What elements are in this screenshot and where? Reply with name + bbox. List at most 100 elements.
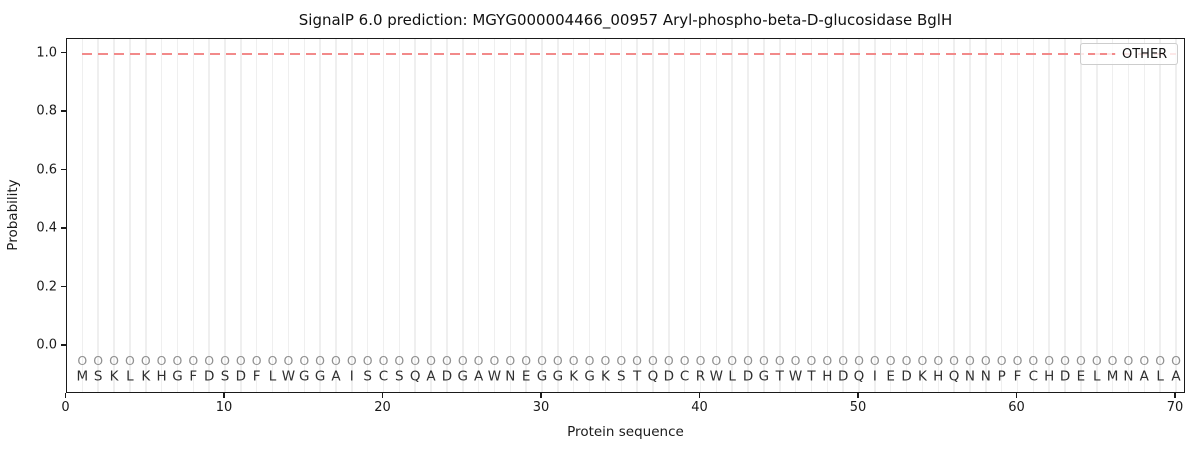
residue-letter: N — [980, 367, 991, 384]
residue-gridline — [810, 39, 813, 392]
y-tick-label: 0.0 — [36, 337, 57, 353]
residue-letter: G — [299, 367, 310, 384]
residue-letter: Q — [647, 367, 659, 384]
residue-gridline — [493, 39, 496, 392]
residue-gridline — [905, 39, 908, 392]
residue-region-marker: O — [1044, 352, 1055, 368]
residue-gridline — [889, 39, 892, 392]
residue-region-marker: O — [315, 352, 326, 368]
x-tick-mark — [698, 393, 701, 398]
residue-region-marker: O — [410, 352, 421, 368]
residue-gridline — [303, 39, 305, 392]
residue-letter: P — [997, 367, 1006, 384]
residue-region-marker: O — [489, 352, 500, 368]
residue-gridline — [351, 39, 353, 392]
residue-letter: D — [901, 367, 912, 384]
residue-gridline — [636, 39, 638, 392]
residue-region-marker: O — [1123, 352, 1134, 368]
y-tick-mark — [61, 110, 66, 112]
residue-gridline — [382, 39, 385, 392]
residue-gridline — [747, 39, 749, 392]
residue-region-marker: O — [378, 352, 389, 368]
residue-letter: W — [788, 367, 803, 384]
residue-letter: S — [616, 367, 626, 384]
residue-gridline — [652, 39, 654, 392]
residue-gridline — [874, 39, 876, 392]
residue-region-marker: O — [109, 352, 119, 368]
residue-gridline — [81, 39, 84, 392]
residue-gridline — [1127, 39, 1130, 392]
residue-gridline — [794, 39, 797, 392]
residue-gridline — [1143, 39, 1146, 392]
x-tick-mark — [857, 393, 859, 398]
residue-letter: A — [1171, 367, 1181, 384]
x-tick-label: 20 — [374, 400, 391, 415]
residue-region-marker: O — [1091, 352, 1102, 368]
residue-letter: L — [1092, 367, 1101, 384]
residue-region-marker: O — [267, 352, 278, 368]
x-tick-mark — [381, 393, 384, 398]
residue-region-marker: O — [156, 352, 167, 368]
residue-region-marker: O — [616, 352, 627, 368]
residue-region-marker: O — [568, 352, 579, 368]
residue-letter: T — [775, 367, 784, 384]
residue-gridline — [319, 39, 321, 392]
residue-letter: W — [709, 367, 724, 384]
other-probability-line — [82, 52, 1176, 55]
residue-gridline — [557, 39, 559, 392]
residue-letter: D — [742, 367, 754, 384]
y-tick-mark — [61, 51, 66, 54]
residue-gridline — [1048, 39, 1050, 392]
residue-region-marker: O — [441, 352, 452, 368]
residue-letter: H — [933, 367, 944, 384]
residue-region-marker: O — [362, 352, 373, 368]
x-tick-label: 10 — [215, 400, 233, 415]
residue-region-marker: O — [663, 352, 674, 368]
residue-gridline — [287, 39, 290, 392]
residue-gridline — [113, 39, 115, 392]
residue-letter: M — [1106, 367, 1119, 384]
x-tick-label: 30 — [532, 400, 550, 415]
residue-letter: Q — [948, 367, 960, 384]
residue-region-marker: O — [204, 352, 215, 368]
residue-letter: G — [457, 367, 468, 384]
residue-region-marker: O — [901, 352, 912, 368]
residue-letter: S — [363, 367, 372, 384]
x-tick-label: 60 — [1008, 400, 1025, 415]
residue-region-marker: O — [980, 352, 991, 368]
residue-letter: G — [758, 367, 770, 384]
residue-region-marker: O — [537, 352, 547, 368]
residue-letter: W — [487, 367, 502, 384]
residue-gridline — [826, 39, 829, 392]
residue-region-marker: O — [1139, 352, 1150, 368]
residue-region-marker: O — [774, 352, 785, 368]
residue-gridline — [240, 39, 242, 392]
x-tick-label: 70 — [1166, 400, 1184, 415]
residue-region-marker: O — [600, 352, 611, 368]
x-tick-mark — [223, 393, 225, 398]
residue-letter: E — [886, 367, 895, 384]
residue-letter: K — [569, 367, 579, 384]
residue-gridline — [1032, 39, 1035, 392]
y-tick-mark — [61, 344, 66, 346]
residue-region-marker: O — [711, 352, 722, 368]
y-tick-label: 0.8 — [36, 103, 57, 119]
chart-title: SignalP 6.0 prediction: MGYG000004466_00… — [298, 11, 953, 29]
residue-letter: G — [552, 367, 564, 384]
residue-letter: C — [1028, 367, 1039, 384]
residue-letter: F — [252, 367, 261, 384]
residue-gridline — [1096, 39, 1098, 392]
residue-letter: G — [584, 367, 595, 384]
residue-gridline — [604, 39, 607, 392]
residue-letter: A — [473, 367, 484, 384]
residue-gridline — [620, 39, 622, 392]
residue-letter: F — [1013, 367, 1022, 384]
residue-letter: N — [964, 367, 975, 384]
residue-gridline — [129, 39, 131, 392]
x-tick-label: 40 — [691, 400, 708, 415]
residue-letter: L — [126, 367, 134, 384]
residue-region-marker: O — [77, 352, 88, 368]
residue-region-marker: O — [822, 352, 833, 368]
residue-letter: D — [441, 367, 453, 384]
residue-letter: A — [331, 367, 341, 384]
